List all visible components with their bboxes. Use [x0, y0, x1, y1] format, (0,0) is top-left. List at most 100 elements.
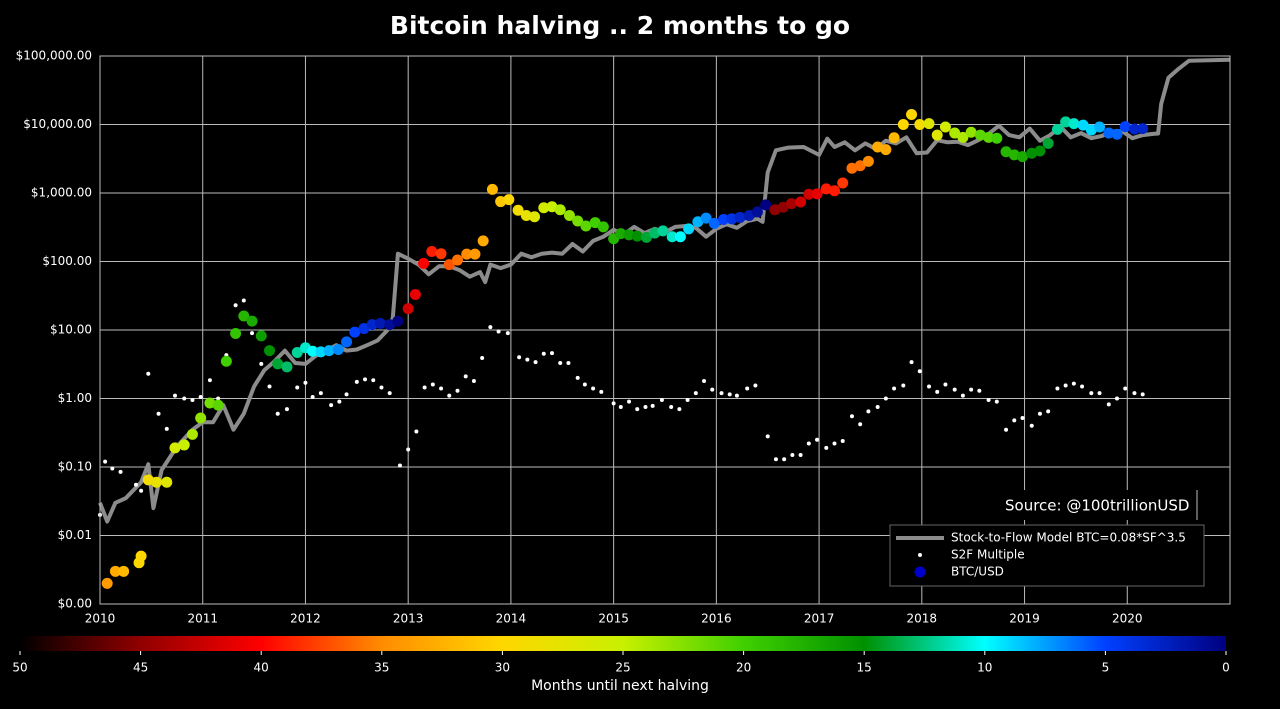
legend-swatch: [914, 566, 926, 578]
price-dot: [1008, 149, 1020, 161]
multiple-dot: [329, 403, 334, 408]
price-dot: [820, 183, 832, 195]
multiple-dot: [927, 384, 932, 389]
multiple-dot: [815, 437, 820, 442]
price-dot: [811, 188, 823, 200]
multiple-dot: [977, 388, 982, 393]
price-dot: [384, 319, 396, 331]
legend-label: S2F Multiple: [951, 548, 1025, 562]
multiple-dot: [798, 452, 803, 457]
price-dot: [597, 221, 609, 233]
multiple-dot: [832, 441, 837, 446]
price-dot: [957, 131, 969, 143]
multiple-dot: [146, 371, 151, 376]
price-dot: [186, 428, 198, 440]
multiple-dot: [110, 466, 115, 471]
price-dot: [623, 229, 635, 241]
multiple-dot: [627, 399, 632, 404]
multiple-dot: [505, 331, 510, 336]
multiple-dot: [727, 392, 732, 397]
price-dot: [323, 345, 335, 357]
legend-label: Stock-to-Flow Model BTC=0.08*SF^3.5: [951, 531, 1186, 545]
multiple-dot: [883, 396, 888, 401]
price-dot: [1034, 145, 1046, 157]
price-dot: [538, 202, 550, 214]
multiple-dot: [480, 356, 485, 361]
multiple-dot: [858, 422, 863, 427]
multiple-dot: [960, 393, 965, 398]
price-dot: [520, 209, 532, 221]
y-tick-label: $100.00: [42, 254, 92, 268]
x-tick-label: 2020: [1112, 612, 1143, 626]
price-dot: [469, 248, 481, 260]
multiple-dot: [840, 438, 845, 443]
y-tick-label: $10.00: [50, 323, 92, 337]
price-dot: [418, 257, 430, 269]
chart-title: Bitcoin halving .. 2 months to go: [390, 11, 850, 40]
multiple-dot: [139, 488, 144, 493]
multiple-dot: [1132, 391, 1137, 396]
legend-swatch: [918, 553, 922, 557]
multiple-dot: [635, 407, 640, 412]
multiple-dot: [233, 303, 238, 308]
multiple-dot: [517, 355, 522, 360]
multiple-dot: [397, 463, 402, 468]
multiple-dot: [1123, 386, 1128, 391]
x-tick-label: 2010: [85, 612, 116, 626]
price-dot: [1137, 123, 1149, 135]
price-dot: [477, 235, 489, 247]
price-dot: [785, 198, 797, 210]
price-dot: [718, 214, 730, 226]
price-dot: [161, 476, 173, 488]
multiple-dot: [447, 393, 452, 398]
multiple-dot: [719, 391, 724, 396]
price-dot: [615, 228, 627, 240]
price-dot: [220, 355, 232, 367]
multiple-dot: [782, 457, 787, 462]
x-tick-label: 2013: [393, 612, 424, 626]
multiple-dot: [875, 405, 880, 410]
multiple-dot: [1089, 391, 1094, 396]
multiple-dot: [1020, 415, 1025, 420]
multiple-dot: [618, 405, 623, 410]
price-dot: [692, 216, 704, 228]
multiple-dot: [387, 391, 392, 396]
multiple-dot: [575, 375, 580, 380]
price-dot: [341, 336, 353, 348]
price-dot: [1051, 123, 1063, 135]
multiple-dot: [216, 396, 221, 401]
multiple-dot: [643, 405, 648, 410]
price-dot: [906, 108, 918, 120]
price-dot: [939, 121, 951, 133]
price-dot: [760, 199, 772, 211]
multiple-dot: [745, 386, 750, 391]
multiple-dot: [558, 360, 563, 365]
price-dot: [461, 248, 473, 260]
price-dot: [580, 220, 592, 232]
multiple-dot: [156, 411, 161, 416]
price-dot: [572, 215, 584, 227]
multiple-dot: [455, 388, 460, 393]
multiple-dot: [892, 386, 897, 391]
price-dot: [1016, 151, 1028, 163]
multiple-dot: [182, 396, 187, 401]
colorbar-label: Months until next halving: [531, 678, 709, 694]
price-dot: [666, 231, 678, 243]
price-dot: [949, 127, 961, 139]
multiple-dot: [1037, 411, 1042, 416]
legend: Stock-to-Flow Model BTC=0.08*SF^3.5 S2F M…: [896, 531, 1186, 579]
price-dot: [315, 346, 327, 358]
multiple-dot: [1046, 409, 1051, 414]
multiple-dot: [901, 383, 906, 388]
price-dot: [1060, 116, 1072, 128]
price-dot: [291, 346, 303, 358]
multiple-dot: [533, 360, 538, 365]
price-dot: [683, 223, 695, 235]
colorbar-tick-label: 50: [12, 661, 27, 675]
multiple-dot: [917, 369, 922, 374]
y-tick-label: $100,000.00: [16, 49, 92, 63]
multiple-dot: [650, 403, 655, 408]
price-dot: [983, 131, 995, 143]
price-dot: [726, 213, 738, 225]
